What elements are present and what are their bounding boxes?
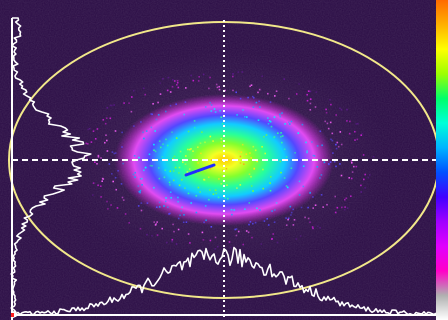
color-scale-bar xyxy=(436,0,448,320)
origin-marker xyxy=(11,313,14,317)
vertical-profile-trace xyxy=(10,17,92,319)
horizontal-profile-trace xyxy=(11,246,436,316)
beam-centroid-streak xyxy=(184,163,216,177)
beam-profile-image xyxy=(0,0,436,320)
beam-speckles xyxy=(80,71,375,250)
